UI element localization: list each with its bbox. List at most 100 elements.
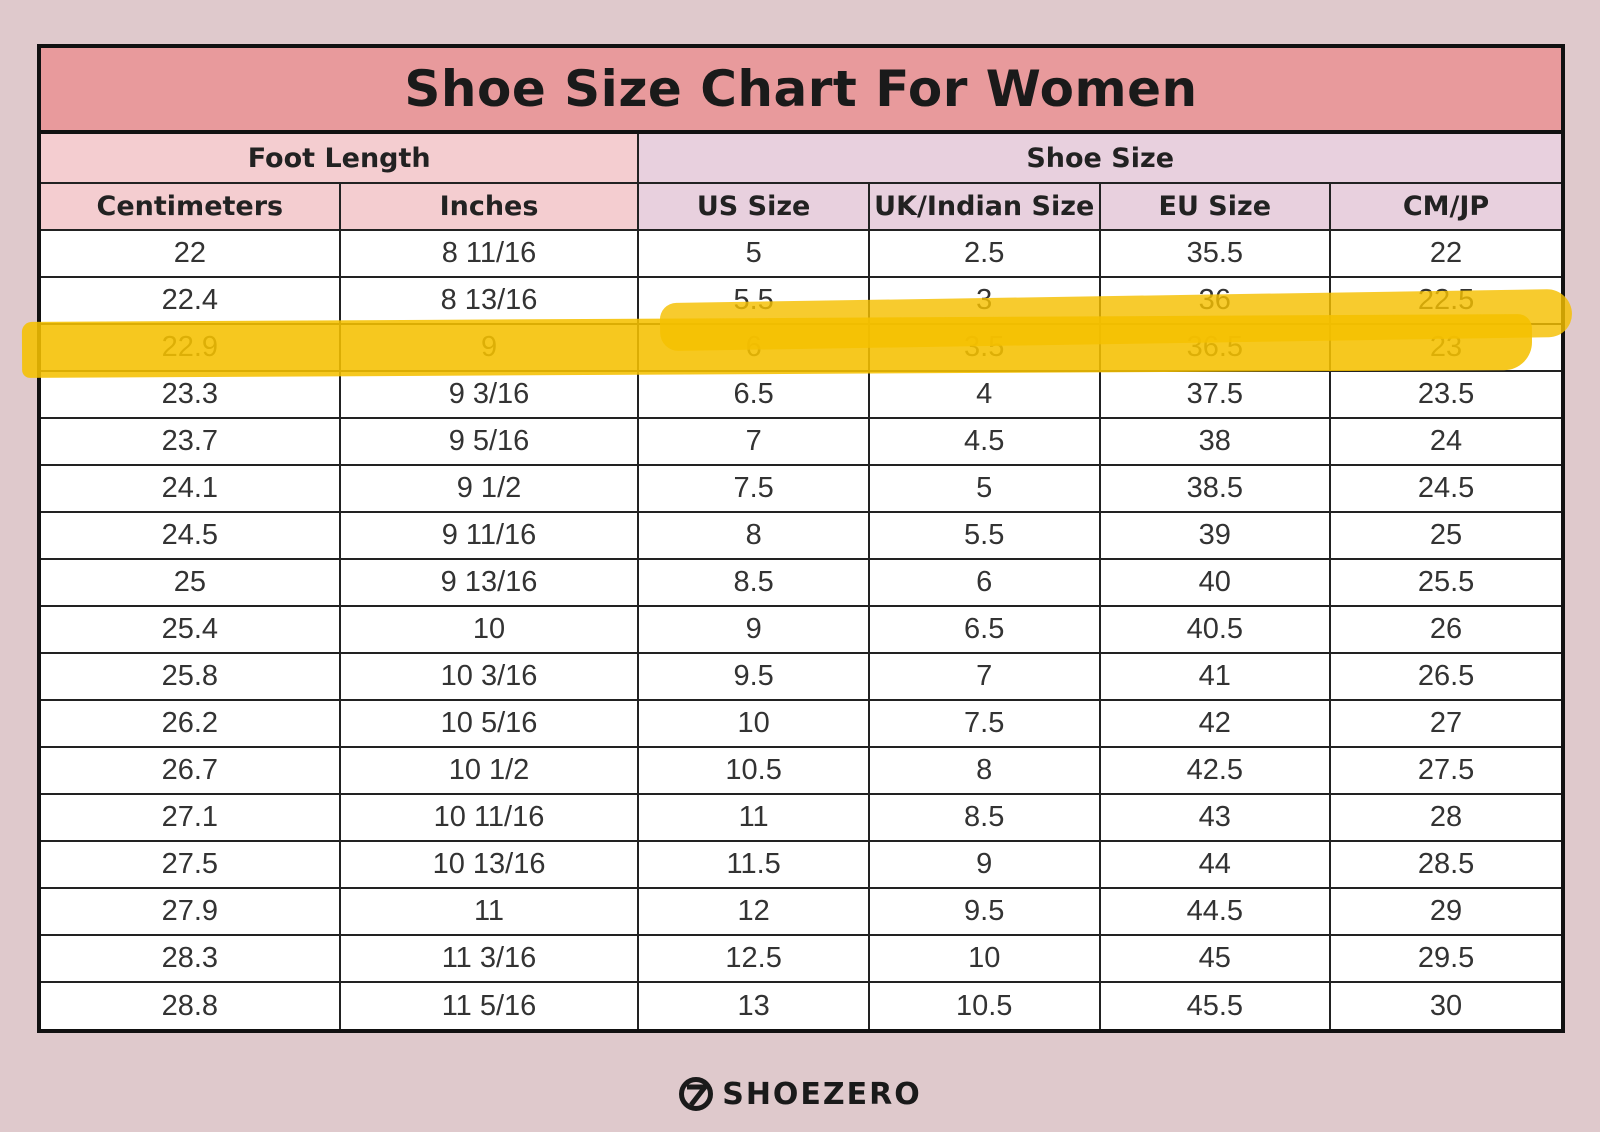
cell-uk-indian-size: 6.5 [867, 605, 1101, 654]
cell-us-size: 12.5 [637, 934, 870, 983]
cell-us-size: 11 [637, 793, 870, 842]
cell-inches: 9 11/16 [338, 511, 640, 560]
cell-inches: 9 5/16 [338, 417, 640, 466]
cell-eu-size: 39 [1098, 511, 1332, 560]
cell-us-size: 7 [637, 417, 870, 466]
column-header-us-size: US Size [637, 182, 870, 231]
cell-centimeters: 22.4 [41, 276, 341, 325]
cell-centimeters: 26.7 [41, 746, 341, 795]
table-row: 26.7 10 1/2 10.5 8 42.5 27.5 [41, 746, 1561, 795]
table-row: 23.3 9 3/16 6.5 4 37.5 23.5 [41, 370, 1561, 419]
cell-eu-size: 37.5 [1098, 370, 1332, 419]
cell-cm-jp: 25.5 [1329, 558, 1561, 607]
size-table: Foot Length Shoe Size Centimeters Inches… [41, 134, 1561, 1029]
cell-cm-jp: 26 [1329, 605, 1561, 654]
table-row: 24.5 9 11/16 8 5.5 39 25 [41, 511, 1561, 560]
cell-centimeters: 28.8 [41, 981, 341, 1029]
cell-uk-indian-size: 5 [867, 464, 1101, 513]
chart-title: Shoe Size Chart For Women [404, 60, 1198, 118]
cell-inches: 11 5/16 [338, 981, 640, 1029]
cell-us-size: 6 [637, 323, 870, 372]
cell-uk-indian-size: 7.5 [867, 699, 1101, 748]
foot-length-header: Foot Length [41, 134, 640, 184]
cell-centimeters: 24.1 [41, 464, 341, 513]
brand-name: SHOEZERO [722, 1076, 922, 1112]
table-row: 27.1 10 11/16 11 8.5 43 28 [41, 793, 1561, 842]
shoe-size-header: Shoe Size [637, 134, 1561, 184]
table-row: 23.7 9 5/16 7 4.5 38 24 [41, 417, 1561, 466]
cell-inches: 10 [338, 605, 640, 654]
cell-eu-size: 42.5 [1098, 746, 1332, 795]
cell-us-size: 8 [637, 511, 870, 560]
cell-inches: 9 13/16 [338, 558, 640, 607]
cell-us-size: 5 [637, 229, 870, 278]
cell-uk-indian-size: 2.5 [867, 229, 1101, 278]
table-row: 27.5 10 13/16 11.5 9 44 28.5 [41, 840, 1561, 889]
cell-cm-jp: 24.5 [1329, 464, 1561, 513]
column-header-centimeters: Centimeters [41, 182, 341, 231]
cell-centimeters: 27.5 [41, 840, 341, 889]
cell-cm-jp: 29 [1329, 887, 1561, 936]
cell-centimeters: 27.1 [41, 793, 341, 842]
cell-eu-size: 42 [1098, 699, 1332, 748]
cell-eu-size: 38.5 [1098, 464, 1332, 513]
brand-logo: SHOEZERO [0, 1072, 1600, 1116]
cell-cm-jp: 28.5 [1329, 840, 1561, 889]
cell-eu-size: 36 [1098, 276, 1332, 325]
column-header-cm-jp: CM/JP [1329, 182, 1561, 231]
cell-cm-jp: 25 [1329, 511, 1561, 560]
cell-centimeters: 26.2 [41, 699, 341, 748]
table-row: 22 8 11/16 5 2.5 35.5 22 [41, 229, 1561, 278]
cell-uk-indian-size: 3 [867, 276, 1101, 325]
cell-eu-size: 44.5 [1098, 887, 1332, 936]
column-header-eu-size: EU Size [1098, 182, 1332, 231]
cell-eu-size: 38 [1098, 417, 1332, 466]
cell-us-size: 6.5 [637, 370, 870, 419]
cell-us-size: 11.5 [637, 840, 870, 889]
cell-eu-size: 35.5 [1098, 229, 1332, 278]
cell-centimeters: 23.7 [41, 417, 341, 466]
cell-centimeters: 22.9 [41, 323, 341, 372]
shoezero-logo-icon [679, 1077, 714, 1111]
cell-eu-size: 45 [1098, 934, 1332, 983]
table-body: 22 8 11/16 5 2.5 35.5 22 22.4 8 13/16 5.5 3 36 22.5… [41, 229, 1561, 1029]
cell-centimeters: 23.3 [41, 370, 341, 419]
cell-uk-indian-size: 8 [867, 746, 1101, 795]
cell-inches: 10 5/16 [338, 699, 640, 748]
cell-inches: 10 1/2 [338, 746, 640, 795]
cell-inches: 10 3/16 [338, 652, 640, 701]
cell-uk-indian-size: 10.5 [867, 981, 1101, 1029]
cell-us-size: 13 [637, 981, 870, 1029]
cell-us-size: 9.5 [637, 652, 870, 701]
cell-cm-jp: 30 [1329, 981, 1561, 1029]
cell-uk-indian-size: 6 [867, 558, 1101, 607]
table-row: 25.4 10 9 6.5 40.5 26 [41, 605, 1561, 654]
cell-eu-size: 40.5 [1098, 605, 1332, 654]
column-header-row: Centimeters Inches US Size UK/Indian Siz… [41, 182, 1561, 231]
cell-centimeters: 25.4 [41, 605, 341, 654]
cell-uk-indian-size: 8.5 [867, 793, 1101, 842]
cell-uk-indian-size: 9.5 [867, 887, 1101, 936]
table-row: 22.9 9 6 3.5 36.5 23 [41, 323, 1561, 372]
cell-inches: 10 13/16 [338, 840, 640, 889]
cell-eu-size: 44 [1098, 840, 1332, 889]
cell-uk-indian-size: 4 [867, 370, 1101, 419]
cell-cm-jp: 27.5 [1329, 746, 1561, 795]
cell-cm-jp: 23.5 [1329, 370, 1561, 419]
cell-cm-jp: 28 [1329, 793, 1561, 842]
table-row: 22.4 8 13/16 5.5 3 36 22.5 [41, 276, 1561, 325]
cell-uk-indian-size: 5.5 [867, 511, 1101, 560]
cell-eu-size: 45.5 [1098, 981, 1332, 1029]
cell-centimeters: 27.9 [41, 887, 341, 936]
cell-cm-jp: 27 [1329, 699, 1561, 748]
cell-centimeters: 22 [41, 229, 341, 278]
table-row: 28.8 11 5/16 13 10.5 45.5 30 [41, 981, 1561, 1029]
cell-uk-indian-size: 3.5 [867, 323, 1101, 372]
cell-centimeters: 28.3 [41, 934, 341, 983]
cell-us-size: 7.5 [637, 464, 870, 513]
cell-inches: 8 11/16 [338, 229, 640, 278]
cell-inches: 11 3/16 [338, 934, 640, 983]
cell-cm-jp: 29.5 [1329, 934, 1561, 983]
cell-cm-jp: 24 [1329, 417, 1561, 466]
column-header-inches: Inches [338, 182, 640, 231]
